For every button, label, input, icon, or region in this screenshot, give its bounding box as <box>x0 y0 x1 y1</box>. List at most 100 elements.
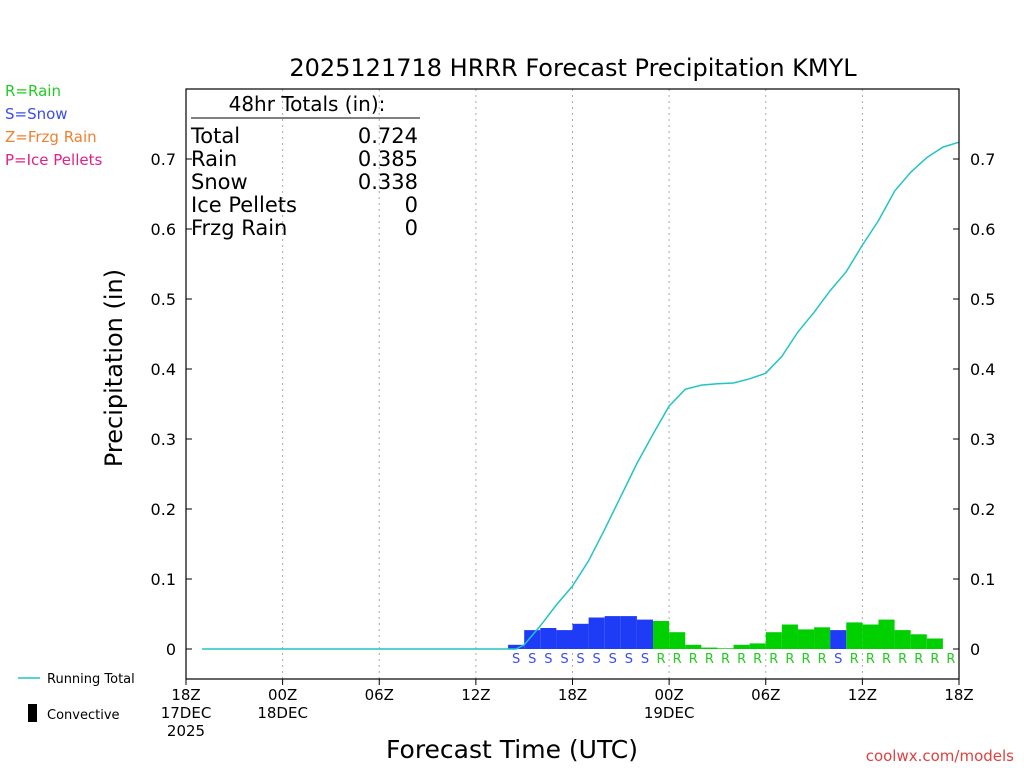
y-tick-label: 0.2 <box>151 500 176 519</box>
totals-row-label: Frzg Rain <box>191 216 287 240</box>
precip-bar <box>749 643 766 649</box>
y-tick-label: 0.6 <box>151 220 176 239</box>
precip-type-marker: R <box>882 652 891 667</box>
y-tick-label-right: 0.2 <box>970 500 995 519</box>
precip-bar <box>878 619 895 649</box>
precip-type-marker: R <box>737 652 746 667</box>
bottom-legend: Running Total Convective <box>18 672 135 723</box>
precip-bar <box>540 628 557 649</box>
precip-type-marker: R <box>673 652 682 667</box>
precip-bar <box>814 627 831 649</box>
y-tick-label-right: 0.6 <box>970 220 995 239</box>
precip-bar <box>926 638 943 649</box>
precip-bar <box>685 644 702 649</box>
y-tick-label-right: 0.7 <box>970 150 995 169</box>
y-tick-label-right: 0.4 <box>970 360 995 379</box>
precip-type-marker: S <box>560 652 568 667</box>
precip-bar <box>669 632 686 649</box>
x-tick-label: 18Z <box>944 686 973 704</box>
precip-type-marker: R <box>769 652 778 667</box>
totals-row-value: 0 <box>405 216 418 240</box>
precip-bar <box>701 647 718 649</box>
x-tick-label: 12Z <box>848 686 877 704</box>
precip-bar <box>733 644 750 649</box>
y-tick-label-right: 0 <box>970 640 980 659</box>
precip-bar <box>524 630 541 649</box>
y-tick-label: 0.4 <box>151 360 176 379</box>
precip-bar <box>588 617 605 649</box>
precip-type-legend-item: S=Snow <box>5 105 68 123</box>
precip-type-legend-item: Z=Frzg Rain <box>5 128 97 146</box>
precip-type-marker: S <box>528 652 536 667</box>
precip-bar <box>604 616 621 649</box>
x-tick-label: 12Z <box>461 686 490 704</box>
y-tick-label-right: 0.1 <box>970 570 995 589</box>
precip-type-marker: R <box>930 652 939 667</box>
precip-type-marker: S <box>593 652 601 667</box>
precip-bar <box>636 619 654 649</box>
precip-type-marker: R <box>946 652 955 667</box>
precip-bar <box>653 621 670 649</box>
totals-heading: 48hr Totals (in): <box>229 92 386 116</box>
credit-text: coolwx.com/models <box>866 747 1014 765</box>
totals-row-value: 0.338 <box>358 170 418 194</box>
precip-bar <box>910 634 927 649</box>
precip-type-marker: S <box>544 652 552 667</box>
y-tick-label: 0.5 <box>151 290 176 309</box>
convective-legend-swatch <box>28 704 37 722</box>
precip-type-marker: R <box>914 652 923 667</box>
y-tick-label: 0.3 <box>151 430 176 449</box>
y-tick-label: 0 <box>166 640 176 659</box>
precip-type-marker: R <box>850 652 859 667</box>
y-tick-label: 0.1 <box>151 570 176 589</box>
grid-lines <box>282 89 863 679</box>
y-tick-label-right: 0.3 <box>970 430 995 449</box>
precip-type-marker: S <box>609 652 617 667</box>
totals-box: 48hr Totals (in): Total 0.724 Rain 0.385 Sno… <box>190 92 420 240</box>
x-tick-label: 00Z <box>654 686 683 704</box>
x-tick-label: 18Z <box>558 686 587 704</box>
precip-type-marker: R <box>689 652 698 667</box>
precip-type-marker: R <box>866 652 875 667</box>
precip-bar <box>556 630 573 649</box>
precip-type-marker: S <box>834 652 842 667</box>
totals-row-label: Total <box>190 124 240 148</box>
precip-type-marker: R <box>801 652 810 667</box>
precip-type-marker: R <box>753 652 762 667</box>
x-tick-label: 2025 <box>167 722 205 740</box>
precip-type-marker: S <box>576 652 584 667</box>
precip-bar <box>765 632 782 649</box>
precip-type-marker: R <box>818 652 827 667</box>
totals-row-value: 0.385 <box>358 147 418 171</box>
totals-row-value: 0.724 <box>358 124 418 148</box>
bars-layer <box>508 616 943 649</box>
precip-type-legend: R=Rain S=Snow Z=Frzg Rain P=Ice Pellets <box>5 82 102 169</box>
totals-row-label: Ice Pellets <box>191 193 297 217</box>
precip-bar <box>572 623 589 649</box>
chart-title: 2025121718 HRRR Forecast Precipitation K… <box>289 54 857 82</box>
running-total-line <box>202 141 960 650</box>
totals-row-label: Snow <box>191 170 248 194</box>
convective-legend-label: Convective <box>47 708 120 723</box>
precip-type-marker: S <box>641 652 649 667</box>
precip-bar <box>781 624 798 649</box>
x-tick-label: 06Z <box>365 686 394 704</box>
precip-type-legend-item: P=Ice Pellets <box>5 151 102 169</box>
precip-type-marker: S <box>625 652 633 667</box>
precip-type-marker: R <box>657 652 666 667</box>
precip-type-marker: R <box>898 652 907 667</box>
x-tick-label: 19DEC <box>644 704 695 722</box>
precip-bar <box>862 624 879 649</box>
precip-bar <box>797 629 815 649</box>
x-tick-label: 17DEC <box>161 704 212 722</box>
precip-bar <box>830 630 847 649</box>
precip-type-legend-item: R=Rain <box>5 82 61 100</box>
precip-type-marker: R <box>705 652 714 667</box>
y-tick-label-right: 0.5 <box>970 290 995 309</box>
y-ticks: 0 0 0.1 0.1 0.2 0.2 0.3 0.3 0.4 0.4 0.5 0.5 0.6 0.6 0.… <box>151 150 996 659</box>
x-tick-label: 06Z <box>751 686 780 704</box>
running-total-layer <box>202 141 960 650</box>
x-axis-label: Forecast Time (UTC) <box>386 735 638 764</box>
